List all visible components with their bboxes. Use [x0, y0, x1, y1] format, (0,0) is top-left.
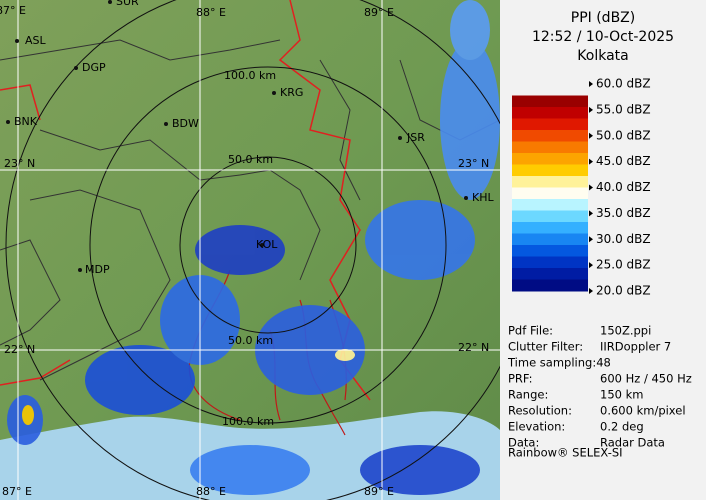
scale-tick	[589, 184, 593, 191]
city-label: BNK	[14, 115, 38, 128]
info-value: IIRDoppler 7	[600, 340, 671, 354]
scale-band	[512, 256, 588, 269]
info-value: 150 km	[600, 388, 643, 402]
scale-label: 50.0 dBZ	[596, 128, 651, 142]
scale-band	[512, 118, 588, 131]
grid-label: 23° N	[4, 157, 35, 170]
range-label: 100.0 km	[224, 69, 276, 82]
scale-band	[512, 130, 588, 142]
scale-band	[512, 210, 588, 223]
scale-band	[512, 187, 588, 200]
grid-label: 89° E	[364, 6, 394, 19]
range-label: 50.0 km	[228, 334, 273, 347]
graticule-labels: 87° E 88° E 89° E 23° N 22° N 87° E 88° …	[0, 4, 489, 498]
city-label: KHL	[472, 191, 494, 204]
graticule	[0, 0, 500, 500]
info-key: Range:	[508, 388, 548, 402]
scale-band	[512, 233, 588, 246]
city-label: KOL	[256, 238, 278, 251]
scale-label: 60.0 dBZ	[596, 77, 651, 91]
scale-tick	[589, 106, 593, 113]
city-label: MDP	[85, 263, 110, 276]
scale-band	[512, 141, 588, 154]
scale-band	[512, 222, 588, 234]
info-panel: PPI (dBZ) 12:52 / 10-Oct-2025 Kolkata 60…	[500, 0, 706, 500]
map: 87° E 88° E 89° E 23° N 22° N 87° E 88° …	[0, 0, 531, 504]
scale-label: 25.0 dBZ	[596, 258, 651, 272]
scale-band	[512, 245, 588, 257]
city-label: DGP	[82, 61, 106, 74]
info-key: Time sampling:48	[507, 356, 611, 370]
grid-label: 23° N	[458, 157, 489, 170]
scale-label: 20.0 dBZ	[596, 284, 651, 298]
scale-label: 55.0 dBZ	[596, 102, 651, 116]
info-value: Radar Data	[600, 436, 665, 450]
cities: SUR ASL DGP KRG BNK BDW JSR KOL MDP KHL	[6, 0, 494, 276]
city-label: SUR	[116, 0, 139, 8]
scale-tick	[589, 288, 593, 294]
panel-site: Kolkata	[577, 48, 628, 64]
scale-band	[512, 176, 588, 188]
scale-band	[512, 153, 588, 165]
city-label: ASL	[25, 34, 47, 47]
grid-label: 22° N	[458, 341, 489, 354]
scale-label: 45.0 dBZ	[596, 154, 651, 168]
grid-label: 89° E	[364, 485, 394, 498]
scale-band	[512, 107, 588, 119]
info-value: 150Z.ppi	[600, 324, 651, 338]
panel-time: 12:52 / 10-Oct-2025	[532, 29, 674, 45]
panel-title: PPI (dBZ)	[571, 10, 635, 26]
info-value: 0.600 km/pixel	[600, 404, 686, 418]
info-value: 600 Hz / 450 Hz	[600, 372, 692, 386]
grid-label: 88° E	[196, 6, 226, 19]
scale-band	[512, 95, 588, 108]
info-key: Resolution:	[508, 404, 572, 418]
scale-label: 40.0 dBZ	[596, 180, 651, 194]
info-key: PRF:	[508, 372, 533, 386]
scale-band	[512, 199, 588, 211]
radar-echoes	[7, 0, 500, 495]
scale-tick	[589, 81, 593, 87]
range-label: 50.0 km	[228, 153, 273, 166]
scale-label: 30.0 dBZ	[596, 232, 651, 246]
scale-band	[512, 84, 588, 96]
city-label: KRG	[280, 86, 303, 99]
info-value: 0.2 deg	[600, 420, 644, 434]
scale-tick	[589, 236, 593, 243]
scale-band	[512, 279, 588, 292]
scale-tick	[589, 132, 593, 139]
range-labels: 100.0 km 50.0 km 50.0 km 100.0 km	[222, 69, 276, 428]
grid-label: 22° N	[4, 343, 35, 356]
grid-label: 88° E	[196, 485, 226, 498]
scale-band	[512, 164, 588, 177]
district-borders	[0, 39, 501, 381]
scale-tick	[589, 210, 593, 217]
city-label: JSR	[406, 131, 425, 144]
footer: Rainbow® SELEX-SI	[508, 446, 623, 460]
city-label: BDW	[172, 117, 199, 130]
info-key: Clutter Filter:	[508, 340, 583, 354]
info-key: Elevation:	[508, 420, 565, 434]
info-table: Pdf File: 150Z.ppi Clutter Filter: IIRDoppl…	[507, 324, 692, 450]
range-label: 100.0 km	[222, 415, 274, 428]
info-key: Data:	[508, 436, 539, 450]
scale-tick	[589, 262, 593, 269]
grid-label: 87° E	[0, 4, 26, 17]
scale-tick	[589, 158, 593, 165]
scale-band	[512, 268, 588, 280]
info-key: Pdf File:	[508, 324, 553, 338]
grid-label: 87° E	[2, 485, 32, 498]
scale-label: 35.0 dBZ	[596, 206, 651, 220]
color-scale: 60.0 dBZ 55.0 dBZ 50.0 dBZ 45.0 dBZ 40.0 dBZ…	[512, 77, 651, 298]
